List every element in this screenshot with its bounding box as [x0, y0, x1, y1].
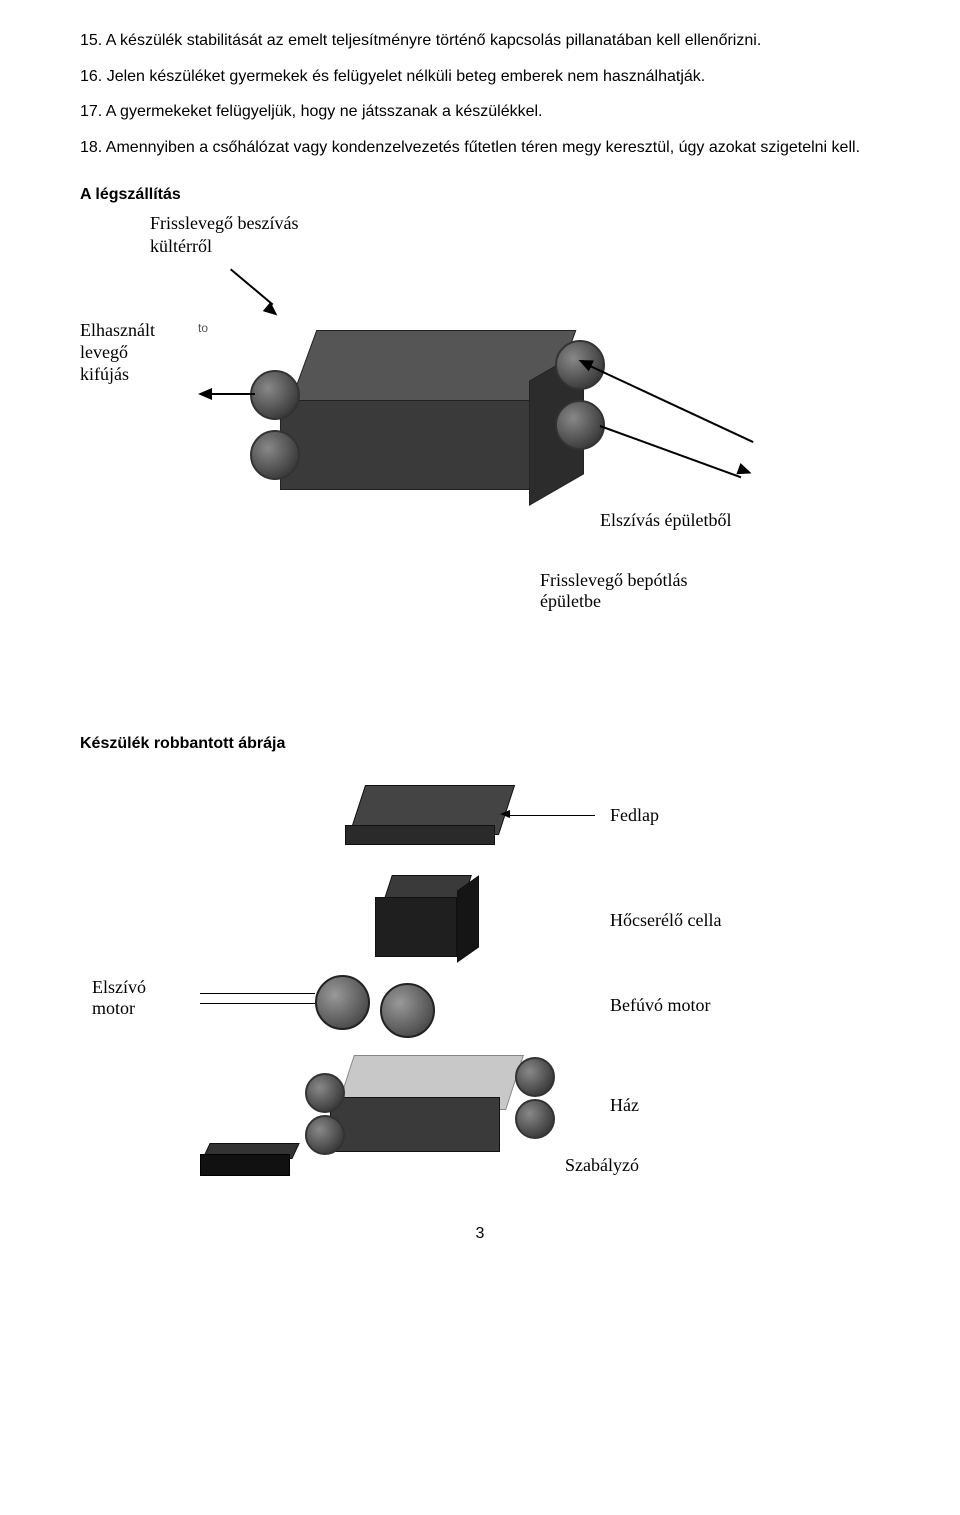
cell-front-face: [375, 897, 457, 957]
paragraph-15: 15. A készülék stabilitását az emelt tel…: [80, 30, 880, 52]
label-fresh-intake: Frisslevegő beszívás kültérről: [150, 212, 880, 257]
heading-airflow: A légszállítás: [80, 186, 880, 204]
label-supply: Frisslevegő bepótlás épületbe: [540, 570, 687, 612]
paragraph-18: 18. Amennyiben a csőhálózat vagy kondenz…: [80, 137, 880, 159]
label-extract-motor-l2: motor: [92, 998, 135, 1018]
arrow-exhaust-out: [210, 393, 255, 395]
part-supply-motor: [380, 983, 435, 1038]
device-front-face: [280, 400, 530, 490]
paragraph-17: 17. A gyermekeket felügyeljük, hogy ne j…: [80, 101, 880, 123]
airflow-diagram: to Elhasznált levegő kifújás Elszívás ép…: [80, 265, 880, 665]
label-fresh-intake-l1: Frisslevegő beszívás: [150, 213, 298, 233]
lid-front-face: [345, 825, 495, 845]
label-supply-motor: Befúvó motor: [610, 995, 711, 1016]
label-regulator: Szabályzó: [565, 1155, 639, 1176]
cropped-text-fragment: to: [198, 321, 208, 335]
label-extraction: Elszívás épületből: [600, 510, 731, 531]
regulator-front-face: [200, 1154, 290, 1176]
page-number: 3: [80, 1225, 880, 1243]
label-supply-l1: Frisslevegő bepótlás: [540, 570, 687, 590]
port-right-bottom: [555, 400, 605, 450]
house-port-3: [515, 1057, 555, 1097]
heading-exploded: Készülék robbantott ábrája: [80, 735, 285, 753]
label-fresh-intake-l2: kültérről: [150, 236, 212, 256]
label-extract-motor: Elszívó motor: [92, 977, 146, 1019]
house-front-face: [330, 1097, 500, 1152]
part-house: [330, 1055, 530, 1165]
leader-extract-motor: [200, 993, 315, 994]
arrowhead-fresh-intake: [263, 302, 281, 320]
label-house: Ház: [610, 1095, 639, 1116]
label-exhaust-l3: kifújás: [80, 364, 129, 384]
label-extract-motor-l1: Elszívó: [92, 977, 146, 997]
leader-extract-motor-2: [200, 1003, 315, 1004]
leader-lid-head: [500, 810, 510, 818]
label-exhaust-out: Elhasznált levegő kifújás: [80, 320, 155, 385]
leader-lid: [510, 815, 595, 816]
device-unit: [270, 320, 590, 510]
arrow-fresh-intake: [230, 269, 273, 306]
label-supply-l2: épületbe: [540, 591, 601, 611]
label-exhaust-l2: levegő: [80, 342, 128, 362]
arrow-supply-line: [600, 425, 742, 478]
part-regulator: [200, 1143, 300, 1178]
exploded-diagram: Készülék robbantott ábrája Fedlap Hőcser…: [80, 675, 880, 1205]
part-lid: [345, 785, 515, 855]
house-port-4: [515, 1099, 555, 1139]
label-exhaust-l1: Elhasznált: [80, 320, 155, 340]
cell-side-face: [457, 876, 479, 963]
label-lid: Fedlap: [610, 805, 659, 826]
paragraph-16: 16. Jelen készüléket gyermekek és felügy…: [80, 66, 880, 88]
label-heat-cell: Hőcserélő cella: [610, 910, 721, 931]
part-heat-cell: [375, 875, 475, 960]
part-extract-motor: [315, 975, 370, 1030]
arrowhead-exhaust-out: [198, 388, 212, 400]
